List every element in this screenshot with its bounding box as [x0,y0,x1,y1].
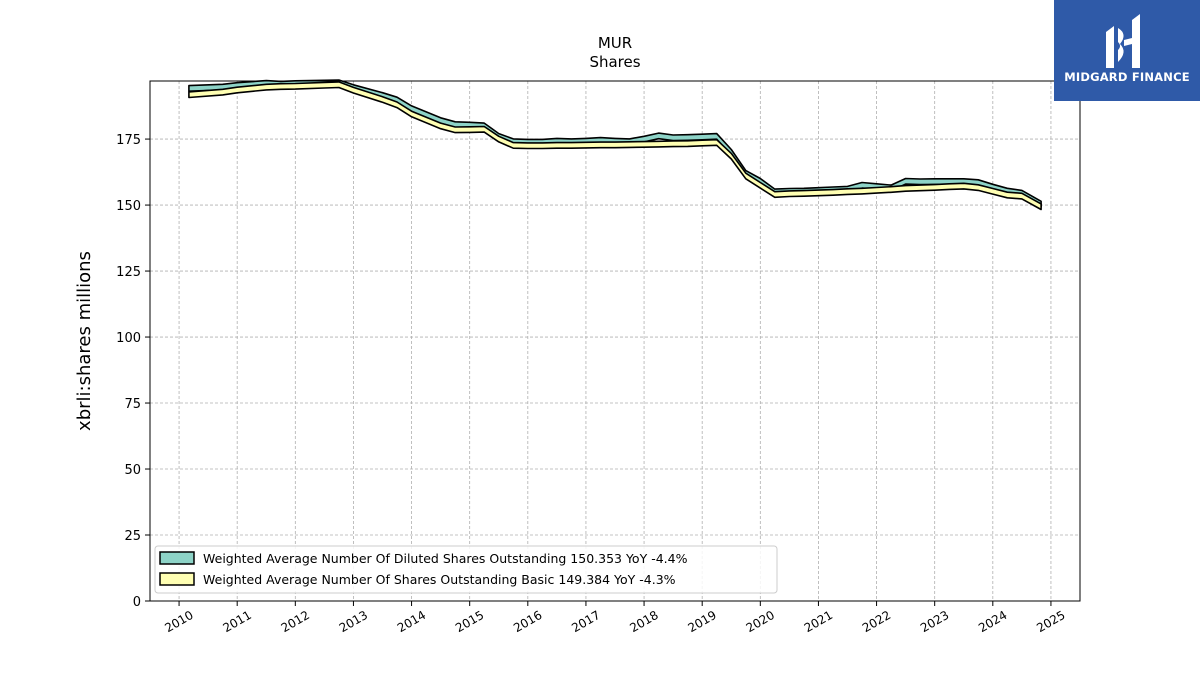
legend-swatch-diluted [159,551,195,565]
y-tick-label: 100 [116,331,141,346]
series-band [188,81,1042,211]
midgard-finance-logo: MIDGARD FINANCE [1054,0,1200,101]
y-tick-label: 50 [124,463,141,478]
y-axis-label: xbrli:shares millions [74,251,95,431]
x-tick-label: 2025 [1034,608,1067,635]
logo-mark-icon [1106,14,1140,68]
x-axis: 2010 2011 2012 2013 2014 2015 2016 2017 2018 2019… [162,601,1068,635]
plot-frame [149,80,1081,602]
y-tick-label: 75 [124,397,141,412]
series-basic [188,81,1042,211]
legend-label-basic: Weighted Average Number Of Shares Outsta… [203,572,676,587]
x-tick-label: 2019 [685,608,718,635]
x-tick-label: 2013 [337,608,370,635]
x-tick-label: 2020 [744,608,777,635]
y-tick-label: 125 [116,265,141,280]
y-tick-label: 25 [124,529,141,544]
x-tick-label: 2022 [860,608,893,635]
chart-title: MUR [598,34,632,52]
legend-label-diluted: Weighted Average Number Of Diluted Share… [203,551,688,566]
x-tick-label: 2010 [162,608,195,635]
x-tick-label: 2024 [976,608,1009,635]
x-tick-label: 2017 [569,608,602,635]
x-tick-label: 2015 [453,608,486,635]
x-tick-label: 2018 [627,608,660,635]
y-axis: 0 25 50 75 100 125 150 175 [116,133,150,610]
grid [150,81,1080,602]
y-tick-label: 150 [116,199,141,214]
legend: Weighted Average Number Of Diluted Share… [154,545,778,594]
x-tick-label: 2014 [395,608,428,635]
x-tick-label: 2016 [511,608,544,635]
x-tick-label: 2021 [802,608,835,635]
y-tick-label: 0 [133,595,141,610]
x-tick-label: 2011 [220,608,253,635]
x-tick-label: 2023 [918,608,951,635]
logo-text: MIDGARD FINANCE [1064,70,1190,84]
legend-box [154,545,778,594]
y-tick-label: 175 [116,133,141,148]
chart-subtitle: Shares [589,53,640,71]
x-tick-label: 2012 [279,608,312,635]
legend-swatch-basic [159,572,195,586]
series-layer [188,79,1042,211]
